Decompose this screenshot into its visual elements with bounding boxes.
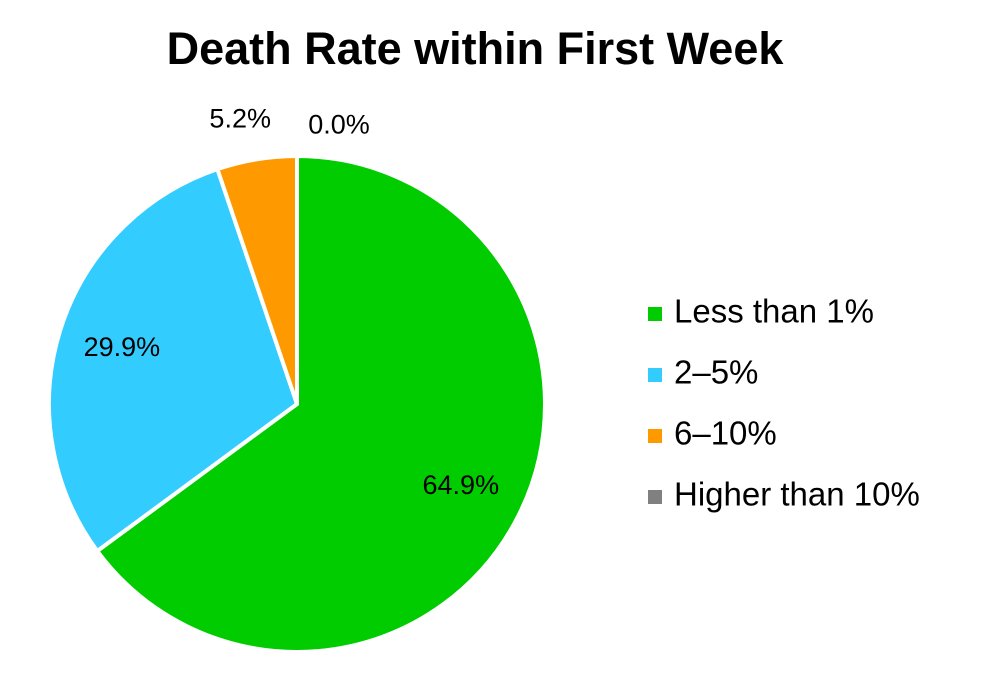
pie-slices — [47, 154, 547, 654]
legend-swatch-2-5 — [648, 368, 662, 382]
legend-label-2-5: 2–5% — [674, 354, 758, 391]
pie-slice-less-than-1 — [95, 154, 547, 654]
legend-label-less-than-1: Less than 1% — [674, 293, 874, 330]
legend-label-higher-than-10: Higher than 10% — [674, 476, 920, 513]
legend-item-less-than-1: Less than 1% — [648, 293, 874, 330]
legend-label-6-10: 6–10% — [674, 415, 777, 452]
legend-swatch-higher-than-10 — [648, 490, 662, 504]
legend-item-higher-than-10: Higher than 10% — [648, 476, 920, 513]
pie-slice-6-10 — [215, 154, 299, 406]
legend-swatch-less-than-1 — [648, 307, 662, 321]
data-label-2-5: 29.9% — [84, 332, 161, 362]
data-label-higher-than-10: 0.0% — [308, 109, 370, 139]
legend-item-6-10: 6–10% — [648, 415, 777, 452]
legend-swatch-6-10 — [648, 429, 662, 443]
legend-item-2-5: 2–5% — [648, 354, 758, 391]
pie-data-labels: 64.9% 29.9% 5.2% 0.0% — [84, 103, 499, 500]
pie-slice-2-5 — [47, 167, 299, 554]
data-label-less-than-1: 64.9% — [423, 470, 500, 500]
legend: Less than 1% 2–5% 6–10% Higher than 10% — [648, 293, 920, 513]
chart-title: Death Rate within First Week — [167, 23, 785, 74]
data-label-6-10: 5.2% — [209, 103, 271, 133]
